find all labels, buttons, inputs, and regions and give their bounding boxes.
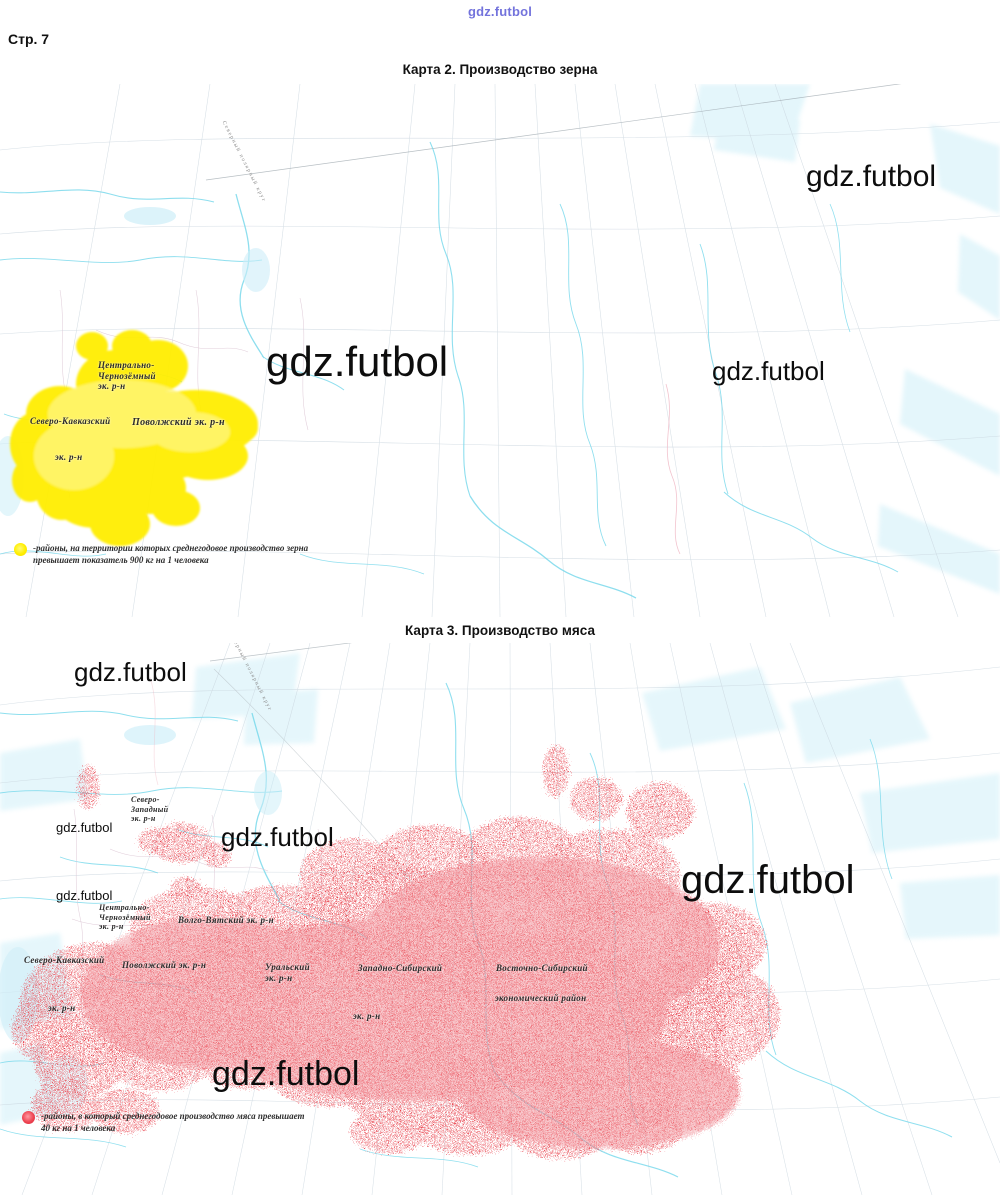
region-label-west-siberian: Западно-Сибирский [358, 963, 443, 973]
map-title-grain: Карта 2. Производство зерна [402, 62, 598, 77]
region-label-uralsky: Уральский эк. р-н [265, 962, 310, 983]
rivers-and-water [0, 141, 899, 599]
region-label-central-chernozem: Центрально- Чернозёмный эк. р-н [99, 903, 151, 931]
legend-grain: -районы, на территории которых среднегод… [14, 542, 308, 566]
map-title-meat: Карта 3. Производство мяса [405, 623, 595, 638]
arctic-circle-line [205, 84, 902, 181]
arctic-sea [690, 84, 1000, 594]
legend-meat: -районы, в который среднегодовое произво… [22, 1110, 305, 1134]
region-label-north-caucasus-suffix: эк. р-н [48, 1003, 76, 1013]
header-watermark: gdz.futbol [467, 4, 533, 19]
page-label: Стр. 7 [8, 31, 50, 47]
region-label-north-caucasus-suffix: эк. р-н [55, 452, 83, 462]
region-label-povolzhsky: Поволжский эк. р-н [122, 960, 207, 970]
legend-red-circle-icon [22, 1111, 35, 1124]
map-figure-grain: Карта 2. Производство зерна [0, 62, 1000, 617]
legend-yellow-circle-icon [14, 543, 27, 556]
map-canvas-meat: Северный полярный круг Северо- Западный … [0, 643, 1000, 1195]
region-label-povolzhsky: Поволжский эк. р-н [132, 417, 225, 428]
region-label-east-siberian-suffix: экономический район [495, 993, 587, 1003]
meat-zone-halo [80, 857, 740, 1149]
map-canvas-grain: Северный полярный круг Центрально- Черно… [0, 84, 1000, 617]
region-label-north-caucasus: Северо-Кавказский [24, 955, 105, 965]
region-label-north-caucasus: Северо-Кавказский [30, 416, 111, 426]
state-border-south-east [665, 383, 681, 555]
region-label-central-chernozem: Центрально- Чернозёмный эк. р-н [98, 360, 156, 391]
region-label-east-siberian: Восточно-Сибирский [496, 963, 588, 973]
region-label-west-siberian-suffix: эк. р-н [353, 1011, 381, 1021]
legend-meat-text: -районы, в который среднегодовое произво… [41, 1111, 305, 1133]
region-label-volgo-vyatsky: Волго-Вятский эк. р-н [178, 915, 274, 925]
arctic-circle-line [209, 643, 353, 662]
legend-grain-text: -районы, на территории которых среднегод… [33, 543, 309, 565]
region-label-north-west: Северо- Западный эк. р-н [131, 795, 169, 823]
map-figure-meat: Карта 3. Производство мяса [0, 623, 1000, 1195]
map-graphic-meat [0, 643, 1000, 1195]
map-graphic-grain [0, 84, 1000, 617]
grain-production-zone [10, 330, 258, 546]
